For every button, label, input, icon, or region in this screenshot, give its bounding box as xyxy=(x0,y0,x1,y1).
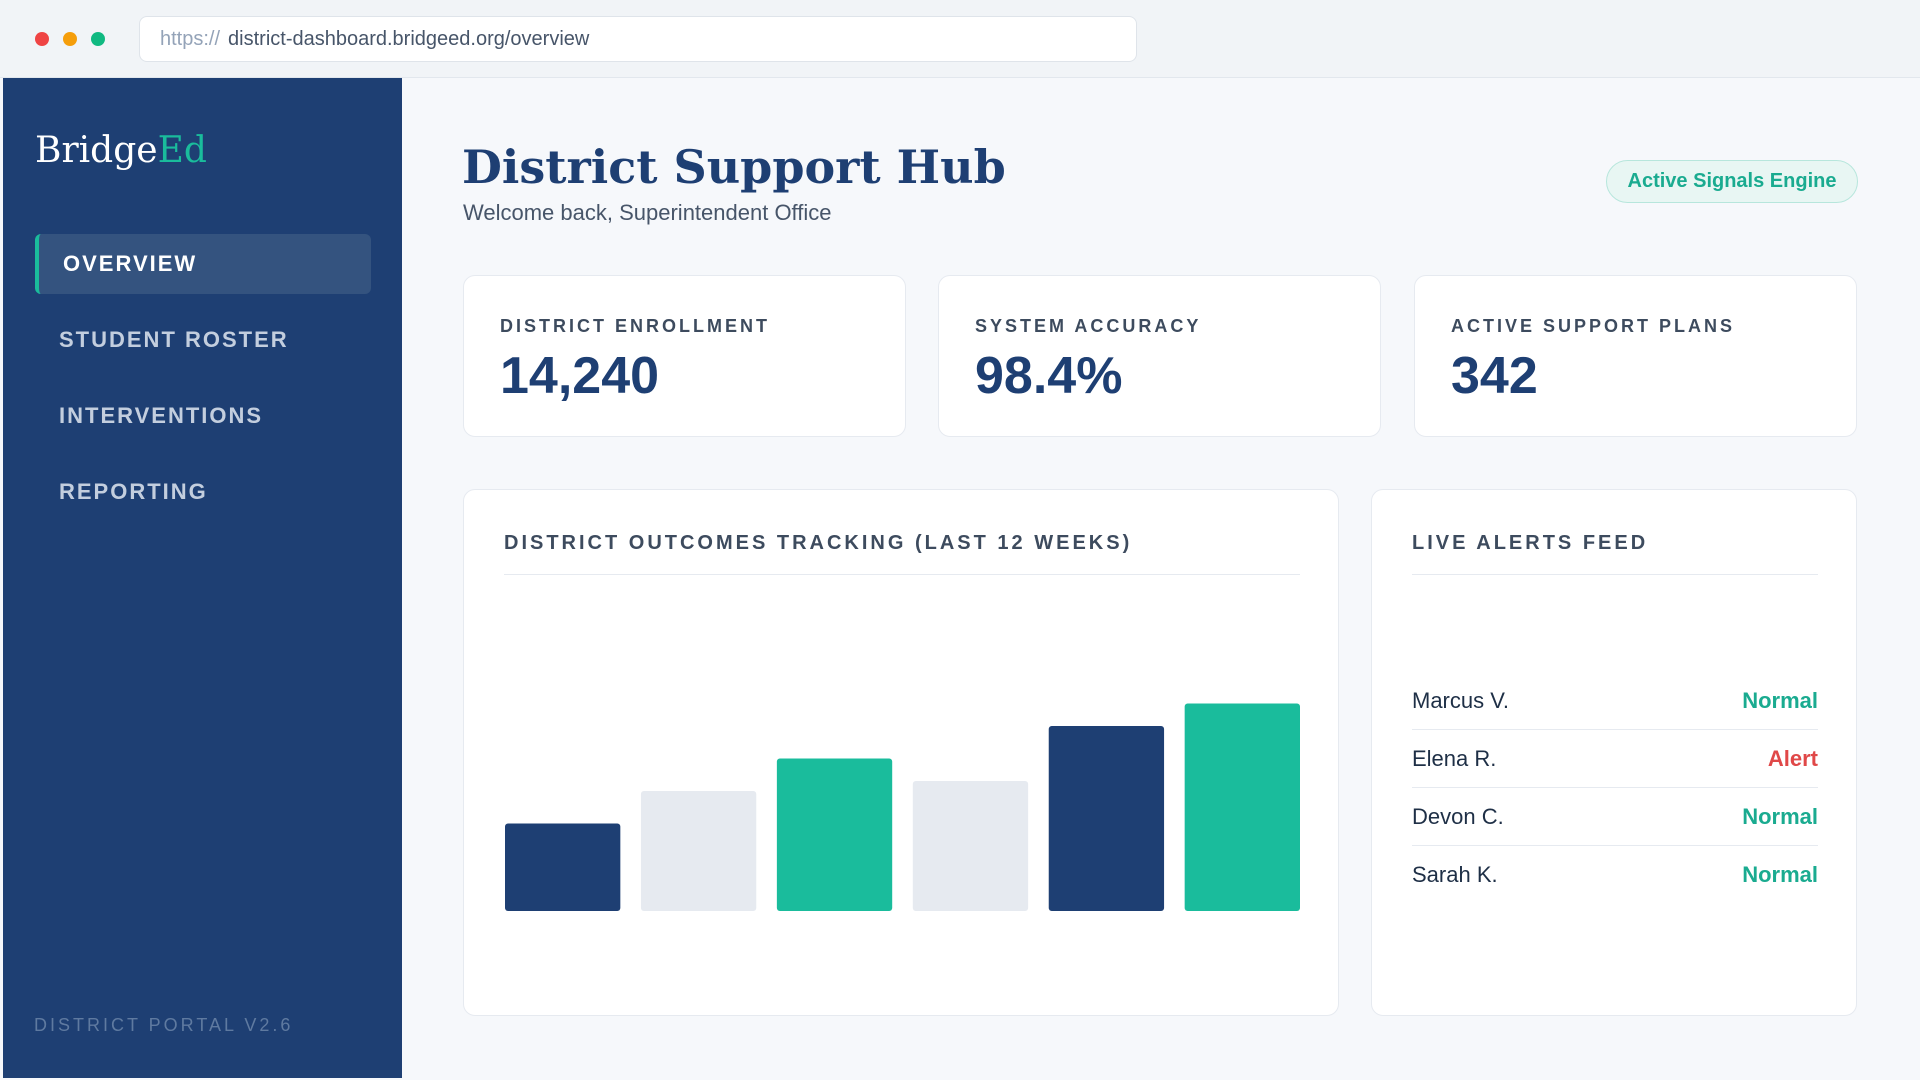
alert-row[interactable]: Elena R. Alert xyxy=(1412,730,1818,788)
sidebar-item-label: REPORTING xyxy=(59,479,208,504)
portal-version: DISTRICT PORTAL V2.6 xyxy=(34,1015,294,1035)
sidebar-item-interventions[interactable]: INTERVENTIONS xyxy=(35,386,371,446)
page-title: District Support Hub xyxy=(462,140,1006,194)
chart-bar xyxy=(505,823,621,911)
page-subtitle: Welcome back, Superintendent Office xyxy=(463,200,832,225)
alert-student-name: Sarah K. xyxy=(1412,862,1498,887)
minimize-window-icon[interactable] xyxy=(63,32,77,46)
alert-row[interactable]: Marcus V. Normal xyxy=(1412,672,1818,730)
logo[interactable]: BridgeEd xyxy=(35,130,207,171)
alert-student-name: Elena R. xyxy=(1412,745,1497,771)
stat-value: 98.4% xyxy=(975,347,1123,405)
chart-panel-title: DISTRICT OUTCOMES TRACKING (LAST 12 WEEK… xyxy=(504,532,1133,554)
chart-bar xyxy=(776,758,893,911)
alert-student-name: Devon C. xyxy=(1412,803,1504,829)
alert-row[interactable]: Sarah K. Normal xyxy=(1412,846,1818,904)
logo-ed: Ed xyxy=(157,130,207,171)
alerts-panel: LIVE ALERTS FEED Marcus V. Normal Elena … xyxy=(1371,489,1857,1016)
alert-status: Normal xyxy=(1742,687,1818,713)
divider xyxy=(1412,574,1818,575)
sidebar-item-overview[interactable]: OVERVIEW xyxy=(35,234,371,294)
alert-status: Normal xyxy=(1742,862,1818,887)
status-badge: Active Signals Engine xyxy=(1606,160,1858,203)
maximize-window-icon[interactable] xyxy=(91,32,105,46)
alert-status: Normal xyxy=(1742,803,1818,829)
stat-value: 14,240 xyxy=(500,347,660,405)
chart-bar xyxy=(912,781,1029,911)
alerts-panel-title: LIVE ALERTS FEED xyxy=(1412,532,1649,554)
sidebar-item-student-roster[interactable]: STUDENT ROSTER xyxy=(35,310,371,370)
stat-label: SYSTEM ACCURACY xyxy=(975,316,1202,336)
alert-student-name: Marcus V. xyxy=(1412,687,1510,713)
chart-bar xyxy=(1184,703,1300,911)
sidebar-item-label: STUDENT ROSTER xyxy=(59,327,289,352)
sidebar-item-label: OVERVIEW xyxy=(63,251,198,276)
stat-label: ACTIVE SUPPORT PLANS xyxy=(1451,316,1736,336)
sidebar-item-label: INTERVENTIONS xyxy=(59,403,264,428)
browser-chrome: https:// district-dashboard.bridgeed.org… xyxy=(0,0,1920,78)
url-text: district-dashboard.bridgeed.org/overview xyxy=(228,27,590,50)
sidebar-item-reporting[interactable]: REPORTING xyxy=(35,462,371,522)
stat-label: DISTRICT ENROLLMENT xyxy=(500,316,770,336)
divider xyxy=(504,574,1300,575)
outcomes-bar-chart xyxy=(505,703,1300,911)
alert-status: Alert xyxy=(1767,745,1818,771)
stat-card-accuracy: SYSTEM ACCURACY 98.4% xyxy=(938,275,1381,437)
alert-row[interactable]: Devon C. Normal xyxy=(1412,788,1818,846)
outcomes-chart-panel: DISTRICT OUTCOMES TRACKING (LAST 12 WEEK… xyxy=(463,489,1339,1016)
address-bar[interactable]: https:// district-dashboard.bridgeed.org… xyxy=(139,16,1137,62)
sidebar: BridgeEd OVERVIEW STUDENT ROSTER INTERVE… xyxy=(3,78,402,1078)
logo-bridge: Bridge xyxy=(35,130,158,171)
close-window-icon[interactable] xyxy=(35,32,49,46)
chart-bar xyxy=(1048,726,1165,911)
stat-value: 342 xyxy=(1451,347,1538,405)
chart-bar xyxy=(640,791,757,911)
stat-card-enrollment: DISTRICT ENROLLMENT 14,240 xyxy=(463,275,906,437)
url-protocol: https:// xyxy=(160,27,221,50)
stat-card-support-plans: ACTIVE SUPPORT PLANS 342 xyxy=(1414,275,1857,437)
